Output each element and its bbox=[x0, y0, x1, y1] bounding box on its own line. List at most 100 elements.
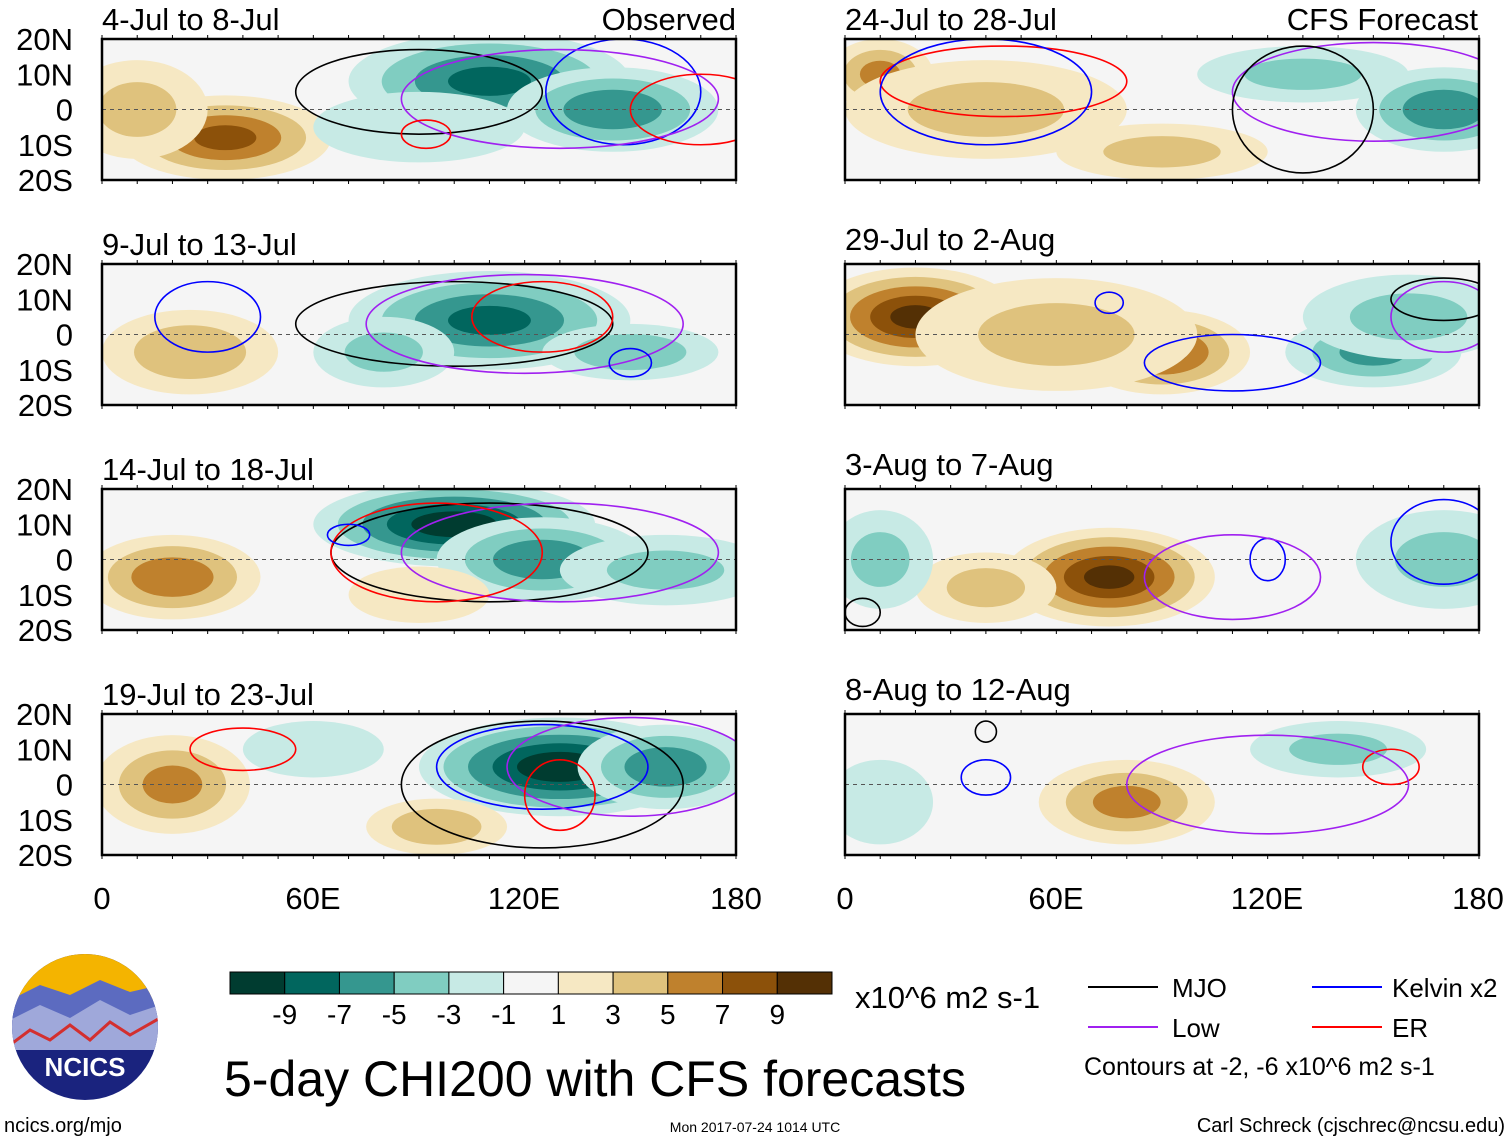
anomaly-region bbox=[1394, 532, 1479, 587]
panel-title: 14-Jul to 18-Jul bbox=[102, 452, 314, 487]
map-panel bbox=[100, 710, 738, 859]
colorbar-label: 7 bbox=[715, 999, 731, 1030]
panel-title: 9-Jul to 13-Jul bbox=[102, 227, 297, 262]
lat-tick-label: 0 bbox=[56, 93, 73, 128]
lat-tick-label: 20N bbox=[16, 697, 73, 732]
anomaly-region bbox=[142, 765, 203, 804]
contour-low bbox=[1231, 41, 1479, 143]
map-panel bbox=[843, 260, 1481, 409]
anomaly-region bbox=[1092, 785, 1161, 819]
contour-er bbox=[471, 280, 614, 353]
contour-legend: MJO Kelvin x2 Low ER Contours at -2, -6 … bbox=[1084, 973, 1498, 1081]
contour-er bbox=[523, 759, 596, 832]
lat-tick-label: 20S bbox=[18, 163, 73, 198]
colorbar-swatch bbox=[776, 971, 833, 995]
contour-kelvin bbox=[154, 280, 262, 353]
contour-mjo bbox=[294, 280, 614, 368]
panel-title: 3-Aug to 7-Aug bbox=[845, 447, 1054, 482]
units-label: x10^6 m2 s-1 bbox=[855, 980, 1040, 1015]
colorbar-label: -9 bbox=[272, 999, 297, 1030]
colorbar-label: -7 bbox=[327, 999, 352, 1030]
contour-kelvin bbox=[879, 39, 1093, 146]
lat-tick-label: 10N bbox=[16, 732, 73, 767]
author-credit: Carl Schreck (cjschrec@ncsu.edu) bbox=[1197, 1115, 1505, 1137]
ncics-logo: NCICS bbox=[12, 954, 158, 1100]
legend-label: ER bbox=[1392, 1013, 1428, 1043]
colorbar-swatch bbox=[448, 971, 505, 995]
lat-tick-label: 20S bbox=[18, 613, 73, 648]
lat-tick-label: 20N bbox=[16, 247, 73, 282]
contour-er bbox=[629, 73, 736, 146]
contour-mjo bbox=[1390, 277, 1479, 322]
colorbar-swatch bbox=[229, 971, 286, 995]
colorbar-swatch bbox=[393, 971, 450, 995]
panel-title: 8-Aug to 12-Aug bbox=[845, 672, 1071, 707]
anomaly-region bbox=[606, 550, 725, 590]
map-panel bbox=[100, 485, 738, 634]
contour-low bbox=[365, 273, 684, 375]
panel-title: 4-Jul to 8-Jul bbox=[102, 2, 279, 37]
anomaly-region bbox=[194, 125, 257, 151]
lat-tick-label: 0 bbox=[56, 768, 73, 803]
contour-low bbox=[1390, 280, 1479, 353]
anomaly-region bbox=[344, 332, 423, 372]
colorbar-swatch bbox=[722, 971, 778, 995]
colorbar-swatch bbox=[338, 971, 395, 995]
contour-low bbox=[400, 502, 720, 603]
legend-label: Low bbox=[1172, 1013, 1220, 1043]
contour-low bbox=[1125, 734, 1410, 835]
anomaly-region bbox=[1084, 565, 1135, 589]
lon-axis-right: 0 60E 120E 180 bbox=[836, 881, 1503, 916]
contour-mjo bbox=[1231, 45, 1375, 174]
contour-er bbox=[400, 119, 452, 150]
contour-er bbox=[189, 727, 297, 772]
lon-axis-left: 0 60E 120E 180 bbox=[93, 881, 761, 916]
lon-tick-label: 0 bbox=[836, 881, 853, 916]
contour-er bbox=[330, 502, 544, 603]
anomaly-region bbox=[574, 334, 687, 371]
lat-tick-label: 10N bbox=[16, 507, 73, 542]
panel-title: 24-Jul to 28-Jul bbox=[845, 2, 1057, 37]
anomaly-region bbox=[313, 91, 525, 163]
anomaly-region bbox=[448, 66, 531, 96]
colorbar: -9 -7 -5 -3 -1 1 3 5 7 9 bbox=[229, 971, 833, 1030]
logo-text: NCICS bbox=[45, 1052, 126, 1082]
contour-mjo bbox=[845, 597, 882, 628]
colorbar-swatch bbox=[284, 971, 340, 995]
contour-low bbox=[400, 48, 720, 150]
colorbar-label: -5 bbox=[382, 999, 407, 1030]
contour-kelvin bbox=[1094, 291, 1125, 315]
map-panel bbox=[843, 485, 1481, 634]
anomaly-region bbox=[1244, 58, 1362, 90]
contour-er bbox=[879, 45, 1128, 118]
contour-low bbox=[1143, 534, 1322, 621]
anomaly-region bbox=[907, 82, 1065, 137]
colorbar-label: 3 bbox=[605, 999, 621, 1030]
anomaly-region bbox=[563, 89, 663, 130]
legend-label: MJO bbox=[1172, 973, 1227, 1003]
lat-tick-label: 10S bbox=[18, 128, 73, 163]
legend-label: Kelvin x2 bbox=[1392, 973, 1498, 1003]
anomaly-region bbox=[131, 557, 214, 597]
contour-low bbox=[506, 716, 736, 818]
contour-kelvin bbox=[435, 723, 649, 810]
contour-mjo bbox=[974, 720, 998, 743]
map-panel bbox=[100, 260, 738, 409]
forecast-label: CFS Forecast bbox=[1287, 2, 1479, 37]
lon-tick-label: 0 bbox=[93, 881, 110, 916]
observed-label: Observed bbox=[602, 2, 736, 37]
site-link[interactable]: ncics.org/mjo bbox=[4, 1115, 122, 1137]
colorbar-swatch bbox=[503, 971, 559, 995]
colorbar-swatch bbox=[612, 971, 669, 995]
colorbar-label: 1 bbox=[551, 999, 567, 1030]
lat-tick-label: 20N bbox=[16, 472, 73, 507]
map-panel bbox=[100, 35, 738, 184]
colorbar-label: 5 bbox=[660, 999, 676, 1030]
contour-mjo bbox=[400, 720, 684, 849]
anomaly-region bbox=[448, 305, 531, 335]
contour-mjo bbox=[294, 48, 544, 135]
lat-tick-label: 10N bbox=[16, 282, 73, 317]
anomaly-region bbox=[1103, 136, 1221, 168]
colorbar-label: 9 bbox=[769, 999, 785, 1030]
anomaly-region bbox=[1349, 293, 1468, 341]
